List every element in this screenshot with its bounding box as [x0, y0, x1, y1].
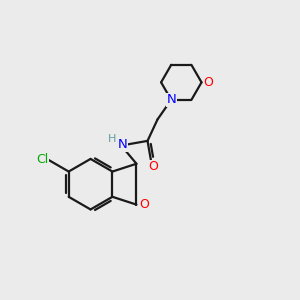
Text: N: N [166, 93, 176, 106]
Text: O: O [139, 197, 149, 211]
Text: H: H [108, 134, 116, 144]
Text: N: N [118, 138, 127, 152]
Text: Cl: Cl [36, 153, 48, 166]
Text: O: O [148, 160, 158, 173]
Text: O: O [203, 76, 213, 89]
